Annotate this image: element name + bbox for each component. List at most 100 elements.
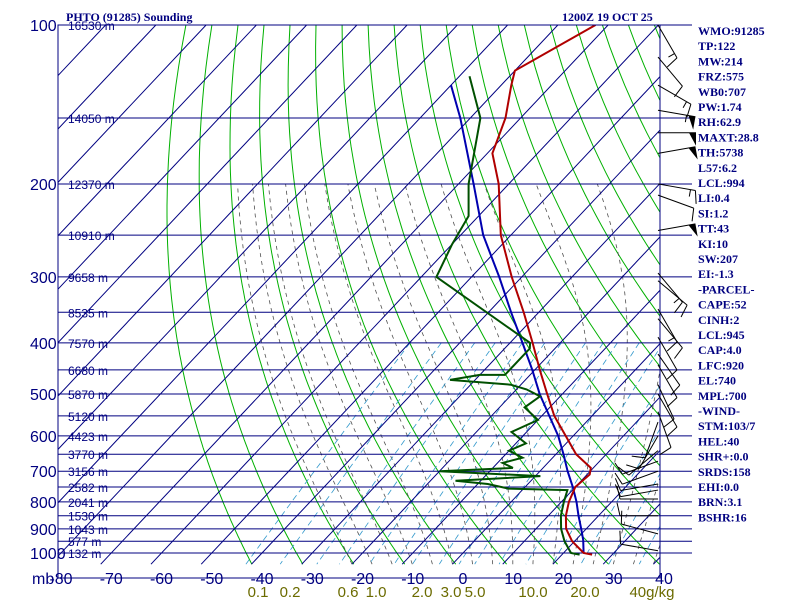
index-value: TP:122 [698,39,735,53]
index-value: SHR+:0.0 [698,450,749,464]
wind-barb-pennant [689,132,696,146]
pressure-tick-label: 1000 [30,546,66,563]
moist-adiabat [324,183,453,565]
moist-adiabat [612,368,660,565]
pressure-tick-label: 700 [30,464,57,481]
moist-adiabat [535,183,592,565]
index-value: EI:-1.3 [698,267,734,281]
wind-barb [657,280,688,318]
dry-adiabat [497,25,660,368]
dry-adiabat [259,25,406,565]
mixing-ratio-tick-label: 20.0 [570,584,599,600]
wind-barb [657,183,697,204]
height-tick-label: 3156 m [68,465,108,479]
isotherm [100,25,609,565]
pressure-tick-label: 500 [30,387,57,404]
index-value: LI:0.4 [698,191,730,205]
index-value: PW:1.74 [698,100,742,114]
wind-barb-half-flag [673,297,680,304]
isotherm [452,342,660,565]
moist-adiabat [373,183,494,565]
dry-adiabat [166,25,253,565]
wind-barb-staff [657,280,688,306]
wind-barb-pennant [688,223,698,237]
mixing-ratio-line [525,346,660,565]
wind-barb-flag [659,446,672,456]
index-value: SW:207 [698,252,738,266]
index-value: STM:103/7 [698,419,755,433]
dry-adiabat [315,25,507,565]
height-tick-label: 3770 m [68,448,108,462]
wind-barb [616,502,658,517]
wind-barb-flag [614,462,623,475]
index-value: LFC:920 [698,358,744,372]
height-tick-label: 2041 m [68,496,108,510]
wind-barb-staff [621,523,659,535]
wind-barb [657,146,698,160]
moist-adiabat [285,183,413,565]
pressure-tick-label: 800 [30,495,57,512]
isotherm [58,25,559,557]
wind-barb [617,450,659,476]
isotherm [351,236,660,565]
mixing-ratio-line [393,342,546,565]
isotherm [58,25,307,290]
wind-barb-flag [619,530,622,545]
height-tick-label: 4423 m [68,430,108,444]
height-tick-label: 16530 m [68,19,115,33]
wind-barb-staff [657,24,678,59]
wind-barb-staff [657,194,694,209]
wind-barb [620,510,659,535]
mixing-ratio-tick-label: 40g/kg [629,584,674,600]
parcel-trace [450,84,585,554]
time-title: 1200Z 19 OCT 25 [562,10,653,24]
pressure-tick-label: 400 [30,336,57,353]
wind-barb-flag [616,485,621,500]
isotherm [552,449,660,565]
height-tick-label: 10910 m [68,229,115,243]
wind-barb-staff [657,183,696,192]
station-title: PHTO (91285) Sounding [66,10,192,24]
index-value: HEL:40 [698,434,739,448]
isobars [58,24,692,554]
mixing-ratio-tick-label: 0.6 [338,584,359,600]
height-tick-label: 8535 m [68,306,108,320]
mixing-ratio-tick-label: 0.1 [248,584,269,600]
wind-barb-staff [657,411,672,448]
wind-barb [657,353,681,396]
temperature-tick-label: 40 [655,571,673,588]
height-tick-label: 14050 m [68,112,115,126]
wind-barb-staff [657,84,692,105]
wind-barb-flag [666,57,678,68]
wind-barb-flag [616,502,621,516]
wind-barb-flag [694,190,697,204]
mixing-ratio-line [279,342,442,565]
index-value: SRDS:158 [698,465,751,479]
height-tick-label: 2582 m [68,481,108,495]
wind-barb [614,470,659,485]
dry-adiabat [287,25,457,565]
dry-adiabat [471,25,660,418]
index-value: EHI:0.0 [698,480,739,494]
moist-adiabat [404,183,514,565]
temperature-trace [491,25,596,556]
isotherm [502,396,660,565]
mixing-ratio-tick-label: 2.0 [412,584,433,600]
wind-barb-half-flag [688,189,691,197]
temperature-tick-label: -40 [250,571,273,588]
index-value: MW:214 [698,54,743,68]
wind-barb-half-flag [668,53,675,58]
wind-barb [657,393,678,437]
wind-barb-flag [686,104,692,118]
height-tick-label: 5120 m [68,410,108,424]
moist-adiabat [592,183,628,565]
wind-barb [631,421,659,459]
temperature-tick-label: 0 [459,571,468,588]
moist-adiabat [347,183,473,565]
isotherm [58,25,157,130]
wind-barb [657,223,698,237]
wind-barb-flag [673,301,683,314]
index-value: WMO:91285 [698,24,765,38]
